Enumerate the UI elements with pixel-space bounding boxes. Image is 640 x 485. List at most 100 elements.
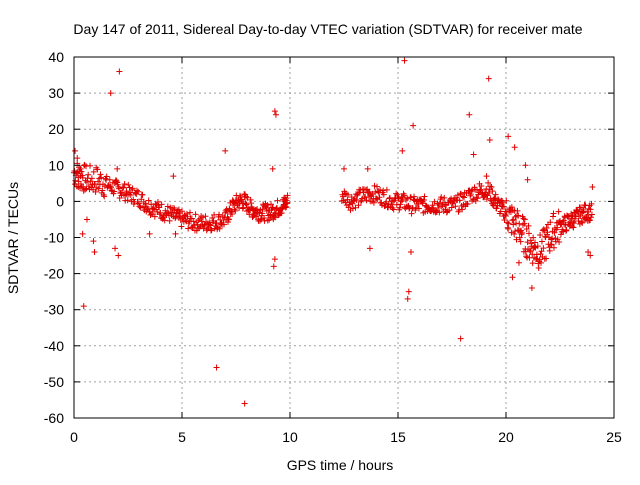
data-point (156, 211, 163, 218)
data-point (363, 197, 370, 204)
data-point (397, 201, 404, 208)
data-point (284, 192, 291, 199)
outlier-point (528, 285, 535, 292)
data-point (487, 183, 494, 190)
data-point (216, 211, 223, 218)
data-point (340, 193, 347, 200)
data-point (198, 218, 205, 225)
outlier-point (410, 122, 417, 129)
y-tick-label: -40 (44, 338, 64, 354)
outlier-point (107, 90, 114, 97)
outlier-point (75, 183, 82, 190)
outlier-point (271, 256, 278, 263)
outlier-point (486, 137, 493, 144)
data-point (394, 191, 401, 198)
outlier-point (90, 238, 97, 245)
data-point (488, 184, 495, 191)
data-point (282, 204, 289, 211)
data-point (154, 198, 161, 205)
data-point (348, 193, 355, 200)
outlier-point (587, 252, 594, 259)
data-point (538, 259, 545, 266)
outlier-point (112, 245, 119, 252)
data-point (477, 187, 484, 194)
data-point (429, 202, 436, 209)
data-point (113, 178, 120, 185)
data-point (523, 253, 530, 260)
data-point (516, 234, 523, 241)
data-point (588, 200, 595, 207)
data-point (151, 213, 158, 220)
outlier-point (401, 57, 408, 64)
data-point (192, 211, 199, 218)
outlier-point (114, 165, 121, 172)
data-point (195, 217, 202, 224)
data-point (173, 210, 180, 217)
data-point (459, 206, 466, 213)
data-point (125, 181, 132, 188)
data-point (502, 213, 509, 220)
data-point (559, 218, 566, 225)
data-point (570, 220, 577, 227)
x-tick-label: 0 (70, 429, 78, 445)
data-point (555, 208, 562, 215)
data-point (101, 193, 108, 200)
data-point (431, 198, 438, 205)
data-point (493, 205, 500, 212)
outlier-point (485, 75, 492, 82)
data-point (179, 208, 185, 215)
data-point (133, 187, 140, 194)
data-point (505, 225, 512, 232)
y-tick-label: 20 (48, 121, 64, 137)
y-tick-label: -60 (44, 410, 64, 426)
data-point (283, 203, 290, 210)
data-point (395, 194, 402, 201)
data-point (520, 215, 527, 222)
data-point (225, 216, 232, 223)
data-point (202, 213, 209, 220)
data-point (264, 217, 271, 224)
data-point (183, 210, 190, 217)
data-point (438, 194, 445, 201)
data-point (129, 185, 136, 192)
data-point (459, 193, 466, 200)
outlier-point (511, 144, 518, 151)
outlier-point (146, 230, 153, 237)
data-point (530, 234, 537, 241)
outlier-point (341, 165, 347, 172)
data-point (81, 161, 88, 168)
data-point (87, 162, 94, 169)
data-point (569, 219, 576, 226)
data-point (516, 220, 523, 227)
data-point (242, 200, 249, 207)
outlier-point (399, 147, 406, 154)
x-tick-label: 20 (498, 429, 514, 445)
data-point (474, 195, 481, 202)
data-point (72, 177, 79, 184)
data-point (398, 198, 405, 205)
data-point (178, 223, 185, 230)
data-point (100, 191, 107, 198)
data-point (135, 188, 142, 195)
outlier-point (466, 111, 473, 118)
data-point (521, 216, 528, 223)
data-point (563, 226, 570, 233)
data-point (532, 239, 539, 246)
data-point (172, 215, 179, 222)
data-point (232, 207, 239, 214)
data-point (352, 204, 359, 211)
data-point (543, 255, 550, 262)
data-point (380, 191, 387, 198)
data-point (119, 184, 126, 191)
y-tick-label: -30 (44, 302, 64, 318)
data-point (366, 188, 373, 195)
data-point (512, 228, 519, 235)
data-point (123, 188, 130, 195)
outlier-point (270, 263, 277, 270)
data-point (554, 236, 561, 243)
data-point (187, 209, 194, 216)
data-point (345, 191, 352, 198)
data-point (106, 176, 113, 183)
data-point (145, 197, 152, 204)
data-point (85, 171, 92, 178)
